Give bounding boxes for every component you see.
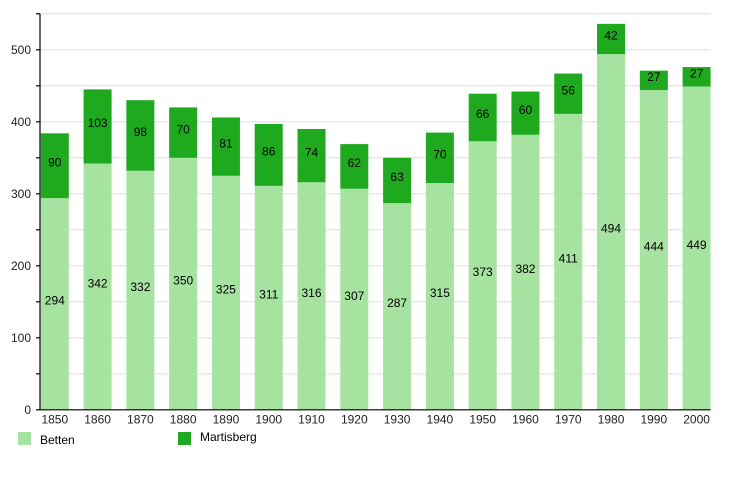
svg-text:1900: 1900 [255,412,282,426]
svg-text:0: 0 [24,403,31,417]
svg-text:66: 66 [476,107,490,121]
svg-text:411: 411 [559,252,578,266]
svg-text:2000: 2000 [683,412,710,426]
svg-text:444: 444 [644,240,664,254]
svg-text:400: 400 [11,115,31,129]
svg-text:70: 70 [433,148,447,162]
svg-text:294: 294 [45,294,65,308]
svg-text:1910: 1910 [298,412,325,426]
svg-text:1890: 1890 [213,412,240,426]
svg-text:342: 342 [88,276,108,290]
svg-text:1950: 1950 [469,412,496,426]
svg-text:1980: 1980 [598,412,625,426]
svg-text:56: 56 [562,83,576,97]
svg-text:500: 500 [11,43,31,57]
svg-text:1930: 1930 [384,412,411,426]
svg-text:42: 42 [604,29,618,43]
svg-text:332: 332 [130,280,150,294]
svg-text:311: 311 [259,288,278,302]
svg-text:315: 315 [430,286,450,300]
svg-text:1920: 1920 [341,412,368,426]
svg-text:307: 307 [344,289,364,303]
svg-text:63: 63 [390,170,404,184]
svg-text:100: 100 [11,331,31,345]
svg-text:81: 81 [219,136,233,150]
svg-text:1990: 1990 [640,412,667,426]
svg-text:1870: 1870 [127,412,154,426]
svg-text:103: 103 [88,116,108,130]
svg-text:90: 90 [48,155,62,169]
svg-text:62: 62 [348,156,362,170]
svg-text:316: 316 [302,286,322,300]
svg-text:300: 300 [11,187,31,201]
svg-text:1940: 1940 [427,412,454,426]
svg-text:1860: 1860 [84,412,111,426]
svg-text:494: 494 [601,222,621,236]
svg-text:200: 200 [11,259,31,273]
svg-text:27: 27 [647,70,661,84]
svg-text:1970: 1970 [555,412,582,426]
svg-text:373: 373 [473,265,493,279]
svg-text:60: 60 [519,103,533,117]
svg-text:27: 27 [690,66,704,80]
svg-text:1960: 1960 [512,412,539,426]
svg-text:287: 287 [387,296,407,310]
svg-text:350: 350 [173,274,193,288]
svg-text:325: 325 [216,283,236,297]
svg-text:98: 98 [134,125,148,139]
svg-text:74: 74 [305,145,319,159]
svg-text:70: 70 [176,122,190,136]
svg-text:86: 86 [262,145,276,159]
svg-text:1880: 1880 [170,412,197,426]
svg-text:382: 382 [515,262,535,276]
svg-text:449: 449 [687,238,707,252]
svg-text:1850: 1850 [41,412,68,426]
